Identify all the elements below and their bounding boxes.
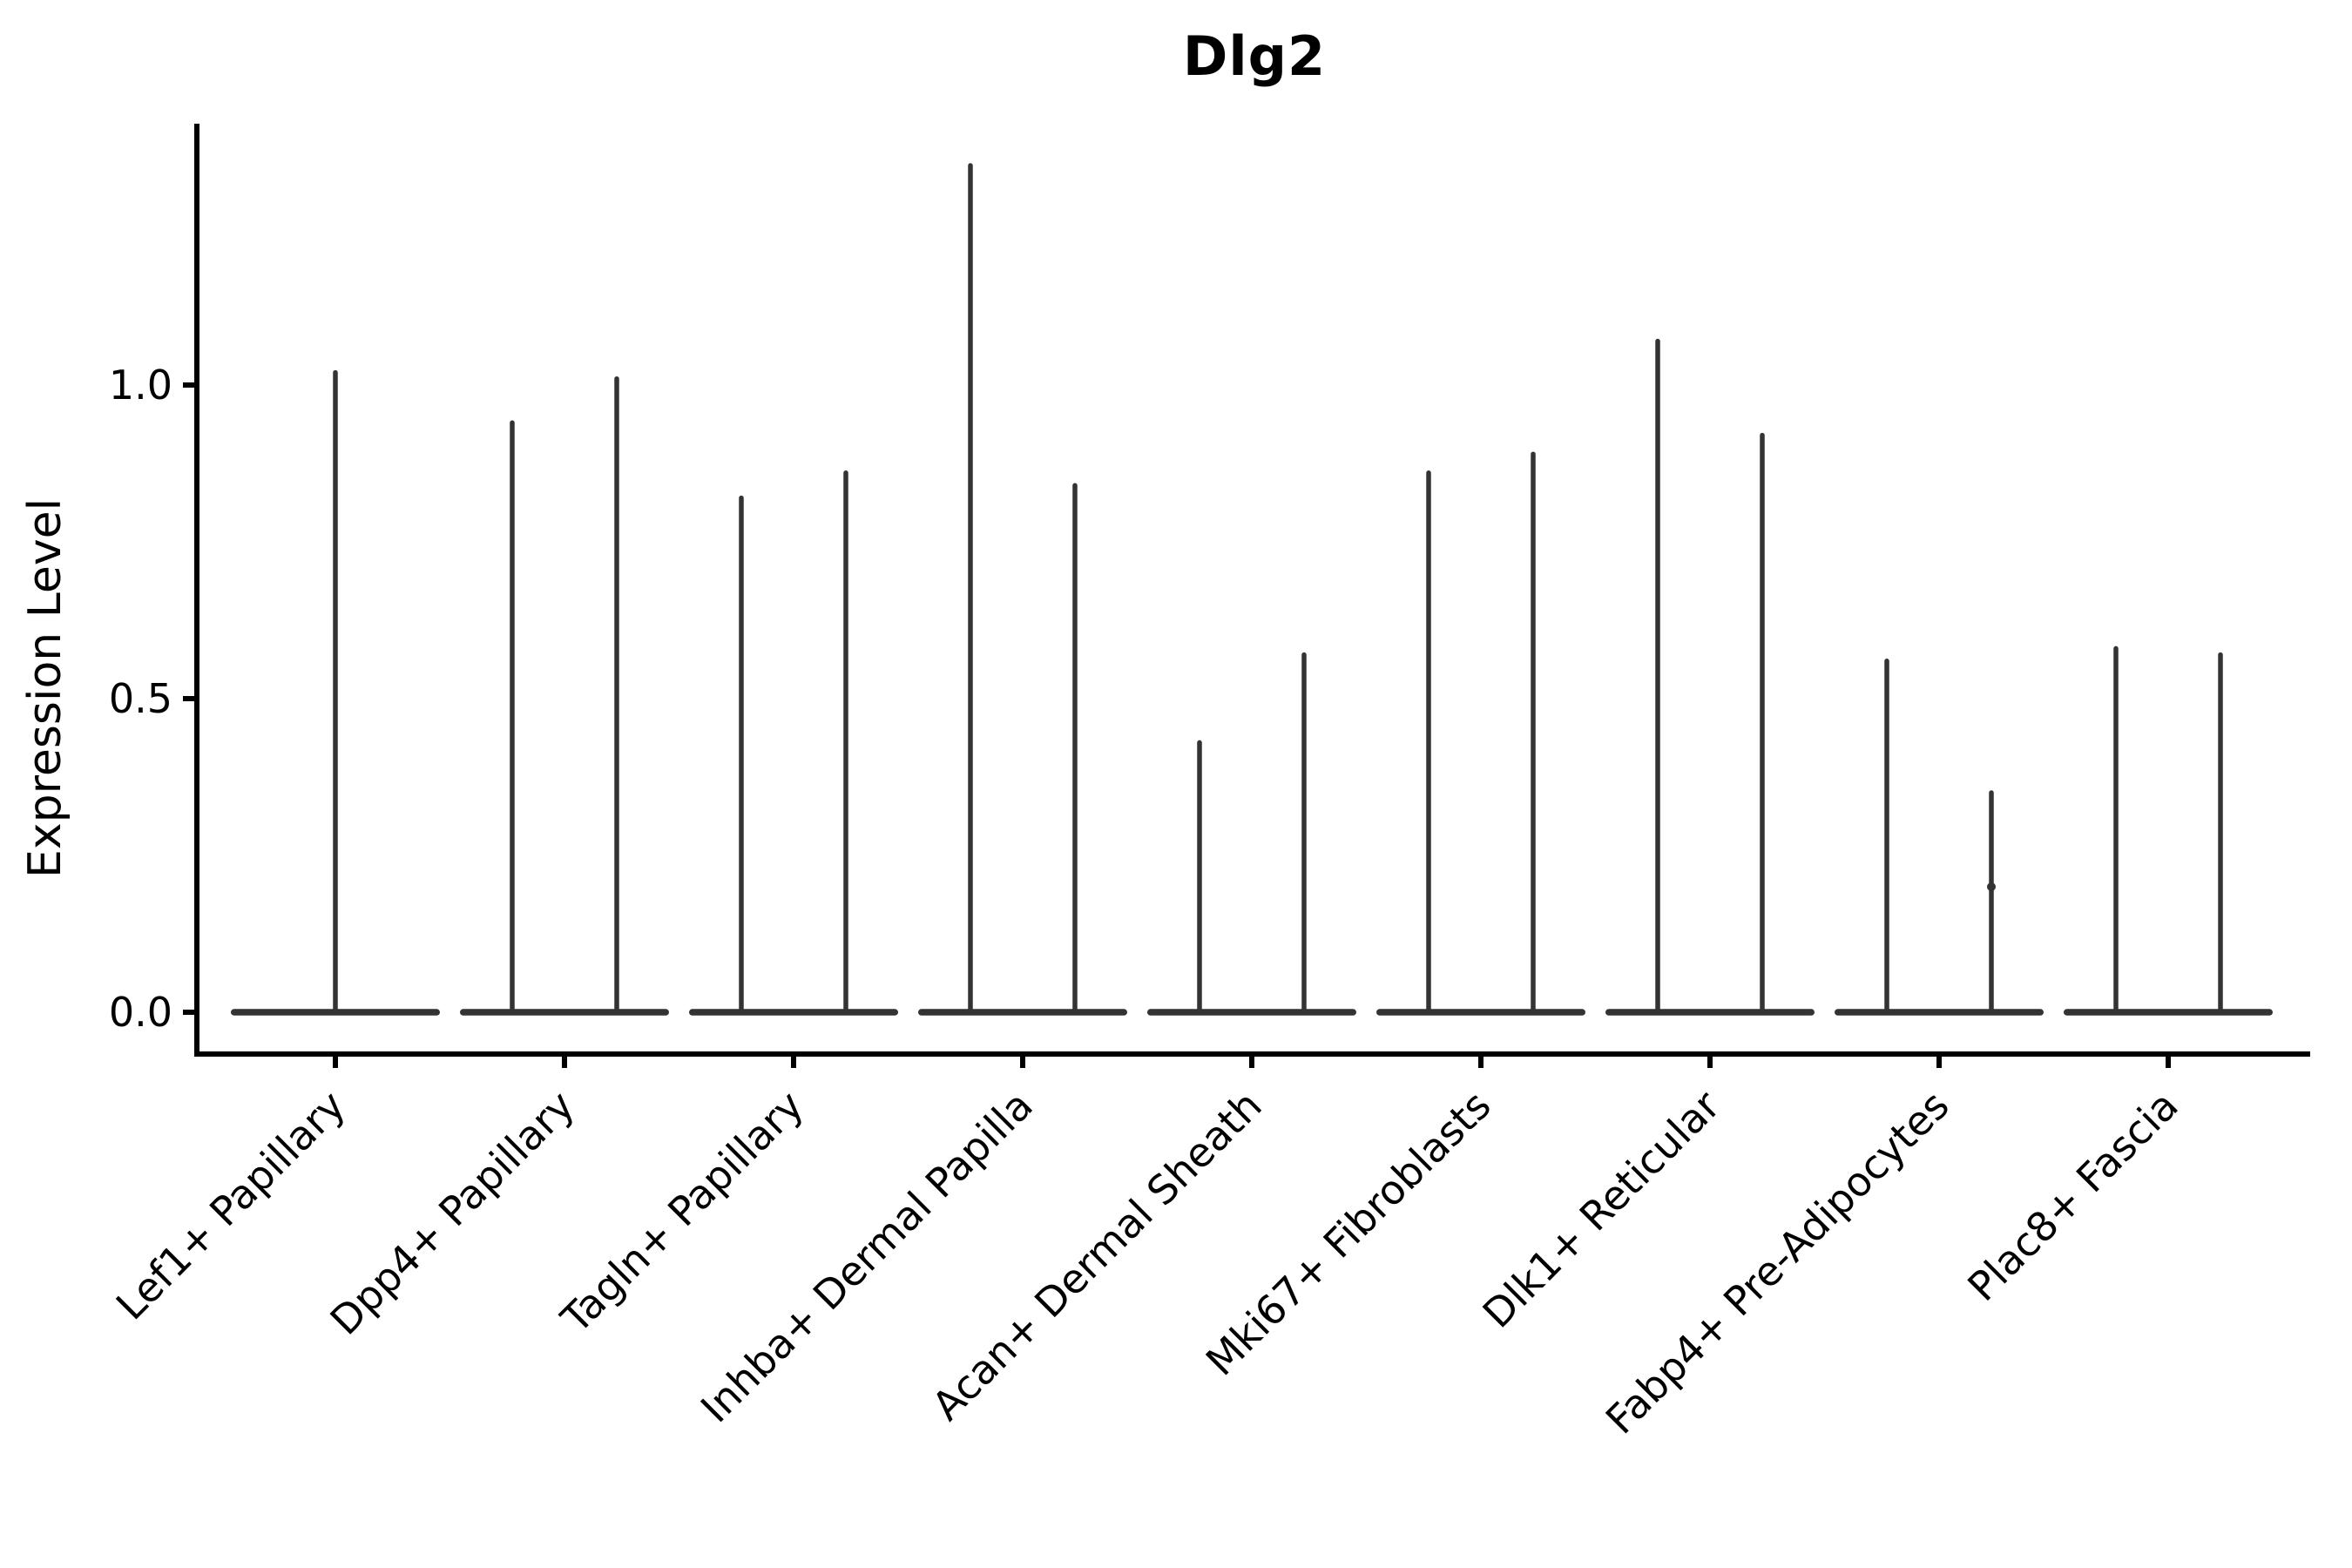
x-tick-label: Tagln+ Papillary [551, 1082, 813, 1343]
violin-base [2064, 1009, 2273, 1016]
violin-point [1987, 882, 1996, 891]
violin-base [460, 1009, 669, 1016]
x-tick-label: Lef1+ Papillary [107, 1082, 355, 1329]
x-tick-label: Dlk1+ Reticular [1474, 1082, 1729, 1337]
chart-title: Dlg2 [1182, 24, 1327, 88]
violin-base [1605, 1009, 1815, 1016]
y-tick-label: 0.0 [109, 989, 172, 1036]
y-tick-label: 0.5 [109, 675, 172, 722]
violin-base [918, 1009, 1127, 1016]
violin-base [1376, 1009, 1585, 1016]
violin-base [1835, 1009, 2044, 1016]
x-tick-label: Plac8+ Fascia [1958, 1082, 2186, 1310]
y-tick-label: 1.0 [109, 362, 172, 409]
violin-base [1147, 1009, 1356, 1016]
violin-base [689, 1009, 898, 1016]
x-tick-label: Dpp4+ Papillary [321, 1082, 584, 1344]
